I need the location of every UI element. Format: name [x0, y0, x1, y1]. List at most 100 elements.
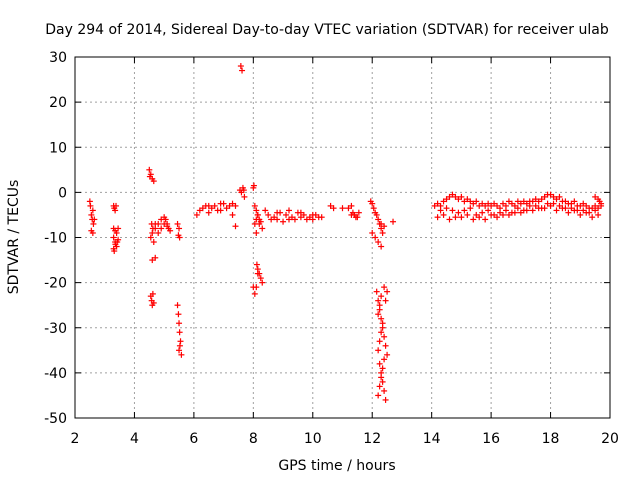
data-point — [175, 311, 182, 318]
data-point — [280, 218, 287, 225]
data-point — [355, 209, 362, 216]
data-point — [303, 216, 310, 223]
y-tick-label: -30 — [44, 321, 67, 337]
data-point — [193, 211, 200, 218]
data-point — [443, 205, 450, 212]
data-point — [274, 209, 281, 216]
data-point — [114, 239, 121, 246]
data-point — [452, 214, 459, 221]
data-point — [378, 329, 385, 336]
data-point — [482, 216, 489, 223]
data-point — [381, 387, 388, 394]
data-point — [147, 234, 154, 241]
data-point — [485, 207, 492, 214]
data-point — [229, 200, 236, 207]
data-point — [87, 202, 94, 209]
plot-frame — [74, 56, 611, 419]
y-axis-label: SDTVAR / TECUs — [6, 180, 22, 295]
data-point — [297, 209, 304, 216]
data-point — [251, 290, 258, 297]
data-point — [379, 365, 386, 372]
data-point — [257, 275, 264, 282]
data-point — [494, 214, 501, 221]
data-point — [382, 396, 389, 403]
data-point — [373, 211, 380, 218]
data-point — [217, 207, 224, 214]
data-point — [553, 207, 560, 214]
data-point — [253, 229, 260, 236]
data-point — [479, 209, 486, 216]
data-point — [110, 245, 117, 252]
data-point — [514, 205, 521, 212]
data-point — [505, 211, 512, 218]
data-point — [155, 229, 162, 236]
data-point — [253, 261, 260, 268]
data-point — [446, 216, 453, 223]
data-point — [379, 378, 386, 385]
axis-ticks: 2 4 6 8 10 12 14 16 18 20 30 20 10 0 -10 -20 -30 -40 -50 — [44, 50, 619, 447]
data-point — [378, 374, 385, 381]
x-tick-label: 18 — [542, 431, 560, 447]
data-point — [150, 299, 157, 306]
y-tick-label: 30 — [49, 50, 67, 66]
data-point — [488, 211, 495, 218]
data-point — [253, 207, 260, 214]
data-point — [330, 205, 337, 212]
data-point — [259, 225, 266, 232]
data-point — [598, 200, 605, 207]
data-point — [152, 220, 159, 227]
data-point — [283, 211, 290, 218]
data-point — [152, 254, 159, 261]
data-point — [113, 229, 120, 236]
data-point — [382, 342, 389, 349]
data-point — [384, 288, 391, 295]
data-point — [500, 211, 506, 218]
data-point — [381, 284, 388, 291]
data-point — [115, 225, 122, 232]
data-point — [511, 209, 518, 216]
data-point — [268, 216, 275, 223]
data-points — [86, 63, 605, 403]
data-point — [146, 166, 153, 173]
data-point — [502, 207, 509, 214]
data-point — [309, 211, 316, 218]
data-point — [162, 216, 169, 223]
data-point — [571, 198, 578, 205]
data-point — [348, 211, 355, 218]
data-point — [375, 297, 382, 304]
data-point — [199, 205, 206, 212]
data-point — [205, 202, 212, 209]
data-point — [167, 227, 174, 234]
data-point — [90, 220, 97, 227]
data-point — [378, 293, 385, 300]
y-tick-label: -50 — [44, 411, 67, 427]
data-point — [339, 205, 346, 212]
data-point — [253, 284, 260, 291]
data-point — [176, 320, 183, 327]
data-point — [434, 214, 441, 221]
data-point — [250, 182, 257, 189]
data-point — [535, 205, 542, 212]
data-point — [178, 351, 185, 358]
grid-lines — [75, 57, 610, 418]
data-point — [369, 229, 376, 236]
data-point — [150, 239, 157, 246]
data-point — [559, 205, 566, 212]
data-point — [467, 205, 474, 212]
data-point — [211, 202, 218, 209]
data-point — [577, 211, 584, 218]
data-point — [174, 220, 181, 227]
data-point — [176, 329, 183, 336]
data-point — [112, 207, 119, 214]
data-point — [291, 216, 298, 223]
data-point — [379, 320, 386, 327]
data-point — [390, 218, 397, 225]
data-point — [113, 202, 120, 209]
data-point — [149, 229, 156, 236]
data-point — [541, 205, 548, 212]
y-tick-label: -40 — [44, 366, 67, 382]
data-point — [315, 214, 322, 221]
data-point — [149, 290, 156, 297]
data-point — [372, 234, 379, 241]
data-point — [240, 187, 247, 194]
